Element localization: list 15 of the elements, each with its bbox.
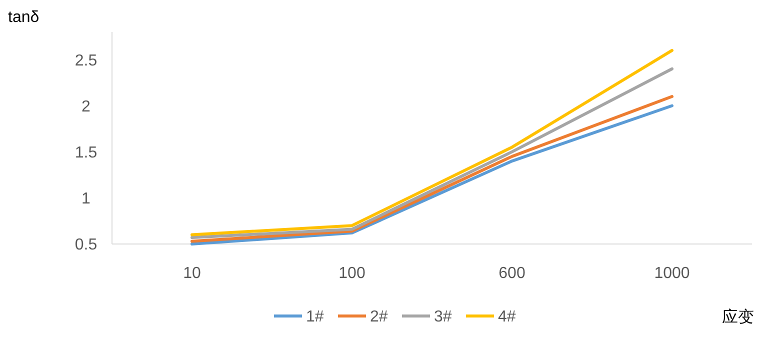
y-tick-label: 2 <box>82 98 91 116</box>
legend-label: 2# <box>370 308 388 326</box>
y-tick-label: 2.5 <box>74 52 98 70</box>
x-tick-label: 1000 <box>654 265 690 282</box>
y-axis-title: tanδ <box>8 9 40 26</box>
legend-label: 3# <box>434 308 452 326</box>
x-tick-label: 10 <box>183 265 201 282</box>
y-tick-label: 0.5 <box>74 236 98 254</box>
x-tick-label: 100 <box>338 265 366 282</box>
legend-label: 4# <box>498 308 516 326</box>
y-tick-label: 1 <box>82 190 91 208</box>
y-tick-label: 1.5 <box>74 144 98 162</box>
legend-label: 1# <box>306 308 324 326</box>
x-axis-title: 应变 <box>722 308 754 326</box>
x-tick-label: 600 <box>498 265 526 282</box>
